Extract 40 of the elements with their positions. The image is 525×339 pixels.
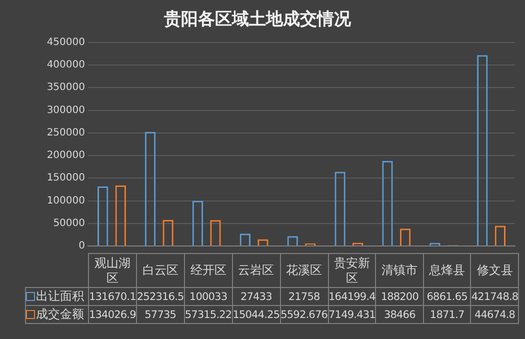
y-tick-label: 100000 xyxy=(46,195,85,206)
x-tick-label: 花溪区 xyxy=(280,254,328,288)
data-label: 57315.22 xyxy=(184,306,232,324)
x-tick-label: 贵安新区 xyxy=(328,254,376,288)
data-label: 134026.9 xyxy=(88,306,136,324)
data-label: 27433 xyxy=(232,288,280,306)
x-tick-label: 白云区 xyxy=(136,254,184,288)
data-label: 164199.4 xyxy=(328,288,376,306)
x-tick-label: 清镇市 xyxy=(376,254,424,288)
data-label: 6861.65 xyxy=(423,288,471,306)
data-label: 57735 xyxy=(136,306,184,324)
data-label: 44674.8 xyxy=(470,306,519,324)
x-tick-label: 云岩区 xyxy=(232,254,280,288)
data-label: 421748.8 xyxy=(470,288,519,306)
data-label: 1871.7 xyxy=(423,306,471,324)
data-label: 15044.25 xyxy=(232,306,280,324)
data-label: 7149.431 xyxy=(328,306,376,324)
data-label: 100033 xyxy=(184,288,232,306)
x-tick-label: 息烽县 xyxy=(423,254,471,288)
y-tick-label: 450000 xyxy=(46,36,85,48)
y-tick-label: 250000 xyxy=(46,127,85,138)
data-label: 252316.5 xyxy=(136,288,184,306)
y-tick-label: 350000 xyxy=(46,82,85,94)
y-tick-label: 200000 xyxy=(46,150,85,162)
legend-label: 出让面积 xyxy=(26,288,88,306)
y-tick-label: 300000 xyxy=(46,104,85,116)
x-tick-label: 观山湖区 xyxy=(88,254,136,288)
y-tick-label: 150000 xyxy=(46,172,85,184)
y-tick-label: 50000 xyxy=(53,218,85,229)
x-tick-label: 经开区 xyxy=(184,254,232,288)
y-tick-label: 0 xyxy=(78,240,85,252)
chart-title: 贵阳各区域土地成交情况 xyxy=(163,10,352,29)
data-label: 38466 xyxy=(376,306,424,324)
data-label: 188200 xyxy=(376,288,424,306)
data-label: 131670.1 xyxy=(88,288,136,306)
data-label: 5592.676 xyxy=(280,306,328,324)
y-tick-label: 400000 xyxy=(46,60,85,71)
x-tick-label: 修文县 xyxy=(470,254,519,288)
data-label: 21758 xyxy=(280,288,328,306)
legend-label: 成交金额 xyxy=(26,306,88,324)
